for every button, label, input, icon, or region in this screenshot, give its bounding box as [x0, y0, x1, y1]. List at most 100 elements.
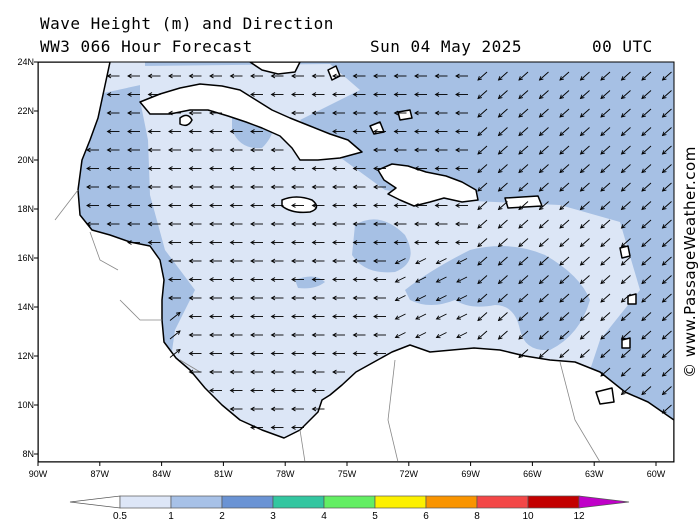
wave-arrow-head: [661, 261, 667, 266]
wave-arrow: [539, 293, 549, 303]
wave-arrow-head: [147, 240, 153, 245]
wave-arrow: [621, 275, 631, 284]
wave-arrow-head: [188, 314, 194, 319]
wave-arrow-head: [415, 296, 421, 302]
wave-arrow-head: [373, 221, 378, 227]
wave-arrow-head: [311, 388, 317, 393]
wave-arrow-head: [229, 369, 235, 375]
wave-arrow: [539, 164, 549, 173]
wave-arrow-head: [332, 240, 337, 245]
wave-arrow-head: [175, 311, 181, 317]
wave-arrow-head: [188, 369, 194, 375]
wave-arrow-head: [250, 332, 255, 338]
hispaniola: [377, 163, 479, 207]
wave-arrow: [641, 312, 652, 321]
wave-arrow-head: [291, 388, 296, 393]
wave-arrow: [559, 145, 570, 155]
wave-arrow-head: [270, 388, 276, 393]
wave-arrow: [539, 90, 549, 99]
wave-arrow: [621, 256, 631, 266]
wave-arrow-head: [641, 390, 646, 396]
wave-arrow: [662, 293, 672, 303]
wave-arrow-head: [538, 131, 544, 137]
wave-arrow-head: [497, 224, 503, 229]
wave-arrow-head: [209, 147, 214, 153]
wave-arrow-head: [332, 351, 337, 356]
sea-mid-patch: [352, 219, 411, 273]
wave-arrow: [436, 313, 447, 320]
wave-arrow: [539, 145, 549, 155]
wave-arrow-head: [127, 129, 132, 134]
wave-arrow-head: [127, 203, 132, 208]
wave-arrow: [621, 71, 631, 81]
wave-arrow-head: [559, 76, 564, 81]
wave-arrow: [498, 182, 508, 192]
wave-arrow-head: [497, 113, 503, 118]
wave-arrow-head: [456, 333, 462, 339]
wave-arrow-head: [209, 203, 214, 208]
wave-arrow-head: [270, 73, 276, 79]
wave-arrow-head: [600, 76, 605, 81]
wave-arrow: [415, 276, 427, 283]
wave-arrow-head: [518, 76, 523, 81]
wave-arrow-head: [477, 224, 482, 229]
wave-arrow-head: [86, 166, 91, 171]
wave-arrow: [518, 127, 529, 136]
wave-arrow: [539, 182, 549, 192]
wave-arrow-head: [352, 73, 358, 79]
wave-arrow-head: [188, 110, 194, 116]
chart-title: Wave Height (m) and Direction: [40, 14, 334, 33]
wave-arrow: [600, 90, 611, 99]
wave-arrow-head: [579, 242, 585, 248]
wave-arrow-head: [373, 92, 378, 97]
wave-arrow-head: [538, 168, 544, 174]
wave-arrow-head: [291, 203, 296, 208]
wave-arrow-head: [270, 184, 276, 190]
wave-arrow-head: [147, 147, 153, 153]
legend-swatch: [69, 495, 121, 509]
wave-arrow: [641, 127, 652, 136]
wave-arrow-head: [414, 203, 419, 208]
wave-arrow-head: [477, 187, 482, 192]
wave-arrow: [477, 238, 488, 247]
wave-arrow-head: [332, 110, 337, 116]
wave-arrow-head: [641, 279, 646, 285]
wave-arrow-head: [559, 131, 564, 137]
wave-arrow: [539, 108, 549, 118]
wave-arrow: [662, 219, 672, 229]
wave-arrow: [539, 312, 549, 321]
wave-arrow-head: [270, 258, 276, 264]
wave-arrow-head: [414, 240, 419, 245]
wave-arrow-head: [168, 221, 173, 227]
wave-arrow: [580, 201, 590, 210]
wave-arrow-head: [415, 333, 421, 339]
wave-arrow-head: [661, 76, 667, 81]
wave-arrow-head: [497, 261, 503, 266]
wave-arrow-head: [394, 296, 400, 302]
legend-swatch: [170, 495, 223, 509]
wave-arrow-head: [435, 278, 441, 283]
wave-arrow-head: [435, 315, 441, 320]
wave-arrow: [518, 164, 529, 173]
wave-arrow-head: [600, 187, 605, 192]
wave-arrow: [477, 312, 488, 321]
wave-arrow: [641, 219, 652, 229]
wave-arrow: [498, 275, 508, 284]
wave-arrow-head: [311, 332, 317, 338]
wave-arrow: [436, 332, 447, 338]
wave-arrow: [518, 71, 529, 81]
wave-arrow: [518, 201, 529, 210]
wave-arrow: [600, 108, 611, 118]
wave-arrow-head: [209, 184, 214, 190]
wave-arrow-head: [434, 73, 440, 79]
wave-arrow: [518, 90, 529, 99]
wave-arrow-head: [188, 129, 194, 134]
wave-arrow-head: [559, 261, 564, 266]
wave-arrow: [662, 312, 672, 321]
wave-arrow-head: [209, 166, 214, 171]
wave-arrow: [641, 108, 652, 118]
wave-arrow: [498, 90, 508, 99]
wave-arrow-head: [518, 279, 523, 285]
wave-arrow-head: [497, 150, 503, 155]
